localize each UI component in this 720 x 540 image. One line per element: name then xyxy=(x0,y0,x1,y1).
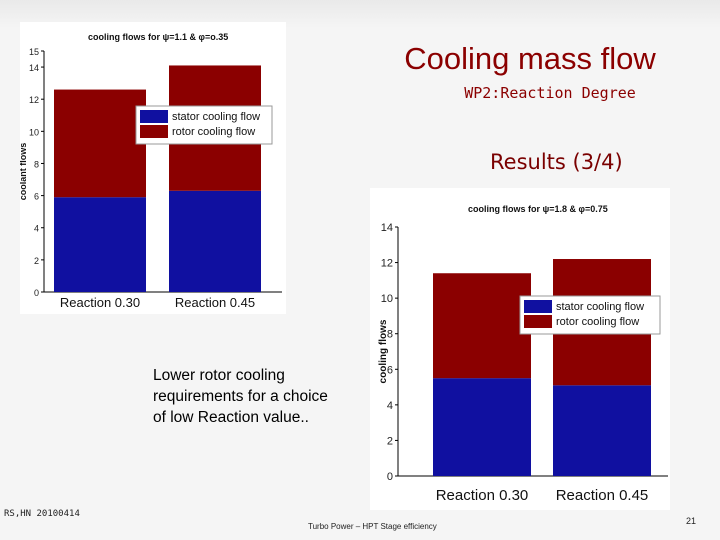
chart-svg-1: cooling flows for ψ=1.1 & φ=o.35 0 2 4 6 8 10 1… xyxy=(20,32,282,310)
legend: stator cooling flow rotor cooling flow xyxy=(519,295,661,335)
bar-stator-1 xyxy=(169,190,261,292)
page-number: 21 xyxy=(686,516,697,526)
category-label: Reaction 0.30 xyxy=(436,487,529,504)
y-tick-label: 12 xyxy=(29,95,39,105)
legend-label: stator cooling flow xyxy=(556,301,644,313)
y-tick-label: 15 xyxy=(29,47,39,57)
bar-stator-1 xyxy=(553,385,651,476)
y-tick-label: 10 xyxy=(29,127,39,137)
chart-title: cooling flows for ψ=1.1 & φ=o.35 xyxy=(88,32,228,42)
legend-swatch-rotor xyxy=(524,315,552,328)
y-tick-label: 6 xyxy=(387,364,393,376)
bar-rotor-0 xyxy=(433,273,531,379)
legend-swatch-stator xyxy=(524,300,552,313)
y-tick-label: 12 xyxy=(381,258,393,270)
category-label: Reaction 0.45 xyxy=(175,295,255,310)
chart-svg-2: cooling flows for ψ=1.8 & φ=0.75 0 2 4 6 8 10 1… xyxy=(378,204,668,504)
legend-label: rotor cooling flow xyxy=(172,126,255,138)
category-label: Reaction 0.30 xyxy=(60,295,140,310)
y-tick-label: 10 xyxy=(381,293,393,305)
legend: stator cooling flow rotor cooling flow xyxy=(135,105,273,145)
legend-swatch-rotor xyxy=(140,125,168,138)
y-tick-label: 14 xyxy=(29,63,39,73)
bar-stator-0 xyxy=(54,197,146,292)
legend-label: rotor cooling flow xyxy=(556,316,639,328)
footer-author-date: RS,HN 20100414 xyxy=(4,509,80,519)
chart-left: cooling flows for ψ=1.1 & φ=o.35 0 2 4 6 8 10 1… xyxy=(20,22,286,314)
chart-right: cooling flows for ψ=1.8 & φ=0.75 0 2 4 6 8 10 1… xyxy=(370,188,670,510)
legend-label: stator cooling flow xyxy=(172,111,260,123)
section-label: Results (3/4) xyxy=(490,150,623,174)
note-text: Lower rotor cooling requirements for a c… xyxy=(153,367,328,426)
y-tick-label: 6 xyxy=(34,192,39,202)
y-tick-label: 0 xyxy=(34,288,39,298)
slide-title: Cooling mass flow xyxy=(404,41,656,76)
y-tick-label: 4 xyxy=(34,224,39,234)
chart-title: cooling flows for ψ=1.8 & φ=0.75 xyxy=(468,204,608,214)
legend-swatch-stator xyxy=(140,110,168,123)
y-tick-label: 8 xyxy=(387,329,393,341)
y-tick-label: 0 xyxy=(387,471,393,483)
y-tick-label: 8 xyxy=(34,159,39,169)
bar-stator-0 xyxy=(433,378,531,476)
footer-title: Turbo Power – HPT Stage efficiency xyxy=(308,522,437,531)
y-axis-label: cooling flows xyxy=(378,319,389,383)
y-tick-label: 4 xyxy=(387,400,393,412)
y-axis-label: coolant flows xyxy=(20,143,28,201)
category-label: Reaction 0.45 xyxy=(556,487,649,504)
title-block: Cooling mass flow WP2:Reaction Degree xyxy=(380,41,680,103)
y-tick-label: 14 xyxy=(381,222,393,234)
y-tick-label: 2 xyxy=(34,256,39,266)
slide-subtitle: WP2:Reaction Degree xyxy=(464,84,636,102)
y-tick-label: 2 xyxy=(387,435,393,447)
bar-rotor-0 xyxy=(54,89,146,198)
